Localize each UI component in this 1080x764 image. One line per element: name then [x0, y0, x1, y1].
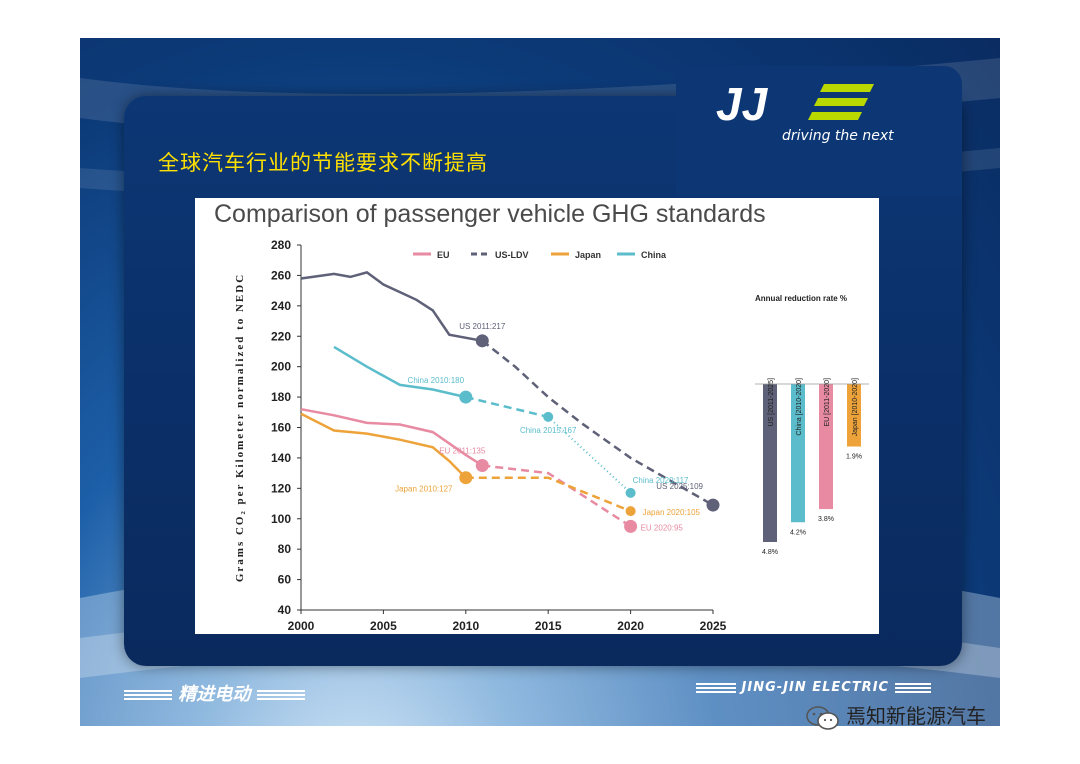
x-tick-label: 2000: [288, 619, 315, 633]
series-line-us-ldv: [300, 271, 483, 343]
data-point-marker: [625, 506, 636, 517]
y-tick-label: 200: [271, 360, 291, 374]
series-line-japan: [300, 412, 467, 479]
reduction-bar: [819, 384, 833, 510]
y-axis-label: Grams CO₂ per Kilometer normalized to NE…: [234, 273, 246, 582]
data-point-label: Japan 2020:105: [643, 508, 701, 517]
slide-title: 全球汽车行业的节能要求不断提高: [158, 151, 488, 175]
bar-value-label: 3.8%: [818, 516, 834, 523]
logo-stripe: [808, 112, 862, 120]
bar-value-label: 4.8%: [762, 549, 778, 556]
y-tick-label: 80: [278, 542, 292, 556]
x-tick-label: 2020: [617, 619, 644, 633]
reduction-bar: [763, 384, 777, 542]
reduction-bar: [847, 384, 861, 447]
data-point-label: Japan 2010:127: [395, 485, 453, 494]
data-point-label: EU 2011:135: [439, 447, 486, 456]
tagline: driving the next: [782, 128, 894, 144]
logo-stripe: [814, 98, 868, 106]
y-tick-label: 260: [271, 268, 291, 282]
chart-title: Comparison of passenger vehicle GHG stan…: [214, 200, 766, 228]
watermark: 焉知新能源汽车: [806, 700, 986, 731]
data-point-marker: [625, 487, 636, 498]
data-point-label: China 2015:167: [520, 426, 577, 435]
footer-lines-icon: [256, 690, 305, 700]
y-tick-label: 280: [271, 238, 291, 252]
y-tick-label: 100: [271, 512, 291, 526]
series-target-us-ldv: [481, 339, 714, 507]
series-target-eu: [482, 464, 632, 528]
data-point-label: US 2025:109: [656, 482, 703, 491]
x-tick-label: 2010: [452, 619, 479, 633]
data-point-marker: [459, 390, 473, 404]
bar-category-label: China [2010-2020]: [796, 378, 803, 436]
legend-label: China: [641, 250, 667, 260]
bar-value-label: 1.9%: [846, 454, 862, 461]
data-point-marker: [543, 411, 554, 422]
bar-category-label: EU [2011-2020]: [824, 378, 831, 427]
y-tick-label: 140: [271, 451, 291, 465]
series-line-eu: [300, 407, 483, 467]
x-tick-label: 2025: [700, 619, 727, 633]
bar-category-label: US [2011-2025]: [768, 378, 775, 427]
logo-letters: JJ: [716, 78, 769, 128]
series-target-japan: [465, 476, 632, 513]
y-tick-label: 220: [271, 329, 291, 343]
footer-brand-en-text: JING-JIN ELECTRIC: [741, 680, 890, 695]
bar-value-label: 4.2%: [790, 529, 806, 536]
bar-chart-title: Annual reduction rate %: [755, 294, 847, 303]
data-point-marker: [706, 498, 720, 512]
jj-logo: JJ: [716, 78, 874, 128]
footer-lines-icon: [894, 682, 931, 693]
data-point-marker: [624, 519, 638, 533]
footer-lines-icon: [696, 682, 736, 693]
series-line-china: [333, 345, 467, 399]
y-tick-label: 240: [271, 299, 291, 313]
reduction-bar: [791, 384, 805, 523]
data-point-label: China 2020:117: [633, 476, 689, 485]
series-projection-china: [547, 416, 632, 494]
bar-category-label: Japan [2010-2020]: [852, 378, 859, 436]
footer-brand-cn: 精进电动: [124, 680, 305, 706]
wechat-icon: [806, 705, 839, 730]
watermark-text: 焉知新能源汽车: [846, 704, 986, 728]
y-tick-label: 180: [271, 390, 291, 404]
x-tick-label: 2005: [370, 619, 397, 633]
y-tick-label: 40: [278, 603, 292, 617]
legend-label: EU: [437, 250, 450, 260]
y-tick-label: 60: [278, 573, 292, 587]
logo-tab: [676, 66, 962, 196]
legend-label: US-LDV: [495, 250, 529, 260]
ghg-chart: 40 60 80 100 120 140 160 180 200 220 240 260 280 2000…: [234, 238, 869, 633]
y-tick-label: 160: [271, 421, 291, 435]
logo-stripe: [820, 84, 874, 92]
footer-brand-cn-text: 精进电动: [178, 684, 251, 705]
data-point-marker: [459, 471, 473, 485]
data-point-marker: [475, 334, 489, 348]
series-target-china: [465, 395, 549, 419]
y-tick-label: 120: [271, 481, 291, 495]
footer-lines-icon: [124, 690, 172, 700]
data-point-label: China 2010:180: [408, 376, 465, 385]
data-point-label: EU 2020:95: [641, 523, 684, 532]
data-point-marker: [475, 459, 489, 473]
data-point-label: US 2011:217: [459, 322, 506, 331]
x-tick-label: 2015: [535, 619, 562, 633]
legend-label: Japan: [575, 250, 601, 260]
footer-brand-en: JING-JIN ELECTRIC: [696, 680, 931, 695]
